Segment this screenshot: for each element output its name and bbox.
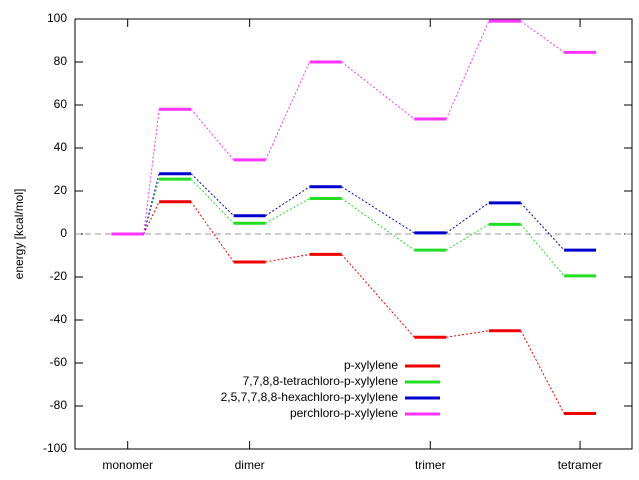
connector [445,20,490,120]
connector [520,224,565,277]
x-tick-label: trimer [415,458,446,472]
y-tick-label: 40 [54,140,68,154]
legend-label: p-xylylene [344,358,398,372]
connector [143,201,160,235]
connector [265,253,310,263]
connector [341,198,415,251]
connector [190,173,234,217]
connector [446,330,489,338]
connector [445,202,490,234]
connector [520,330,565,414]
x-tick-label: dimer [235,458,265,472]
connector [446,223,490,251]
y-tick-label: 80 [54,54,68,68]
y-tick-label: -60 [50,355,68,369]
x-tick-label: monomer [102,458,153,472]
connector [190,201,235,263]
y-tick-label: -100 [43,441,67,455]
legend-label: 7,7,8,8-tetrachloro-p-xylylene [243,374,399,388]
y-tick-label: 20 [54,183,68,197]
y-tick-label: 60 [54,97,68,111]
connector [190,178,234,224]
connector [265,186,310,217]
y-tick-label: -80 [50,398,68,412]
connector [341,61,415,120]
connector [143,109,160,235]
y-tick-label: -40 [50,312,68,326]
connector [265,198,310,224]
connector [143,173,160,235]
legend-label: perchloro-p-xylylene [290,406,398,420]
connector [341,254,415,338]
y-tick-label: -20 [50,269,68,283]
y-tick-label: 0 [60,226,67,240]
connector [341,186,415,234]
x-tick-label: tetramer [558,458,603,472]
y-tick-label: 100 [47,11,67,25]
connector [190,108,235,161]
connector [265,61,311,161]
connector [520,202,565,251]
y-axis-label: energy [kcal/mol] [12,189,26,280]
legend-label: 2,5,7,7,8,8-hexachloro-p-xylylene [221,390,399,404]
connector [520,20,565,53]
